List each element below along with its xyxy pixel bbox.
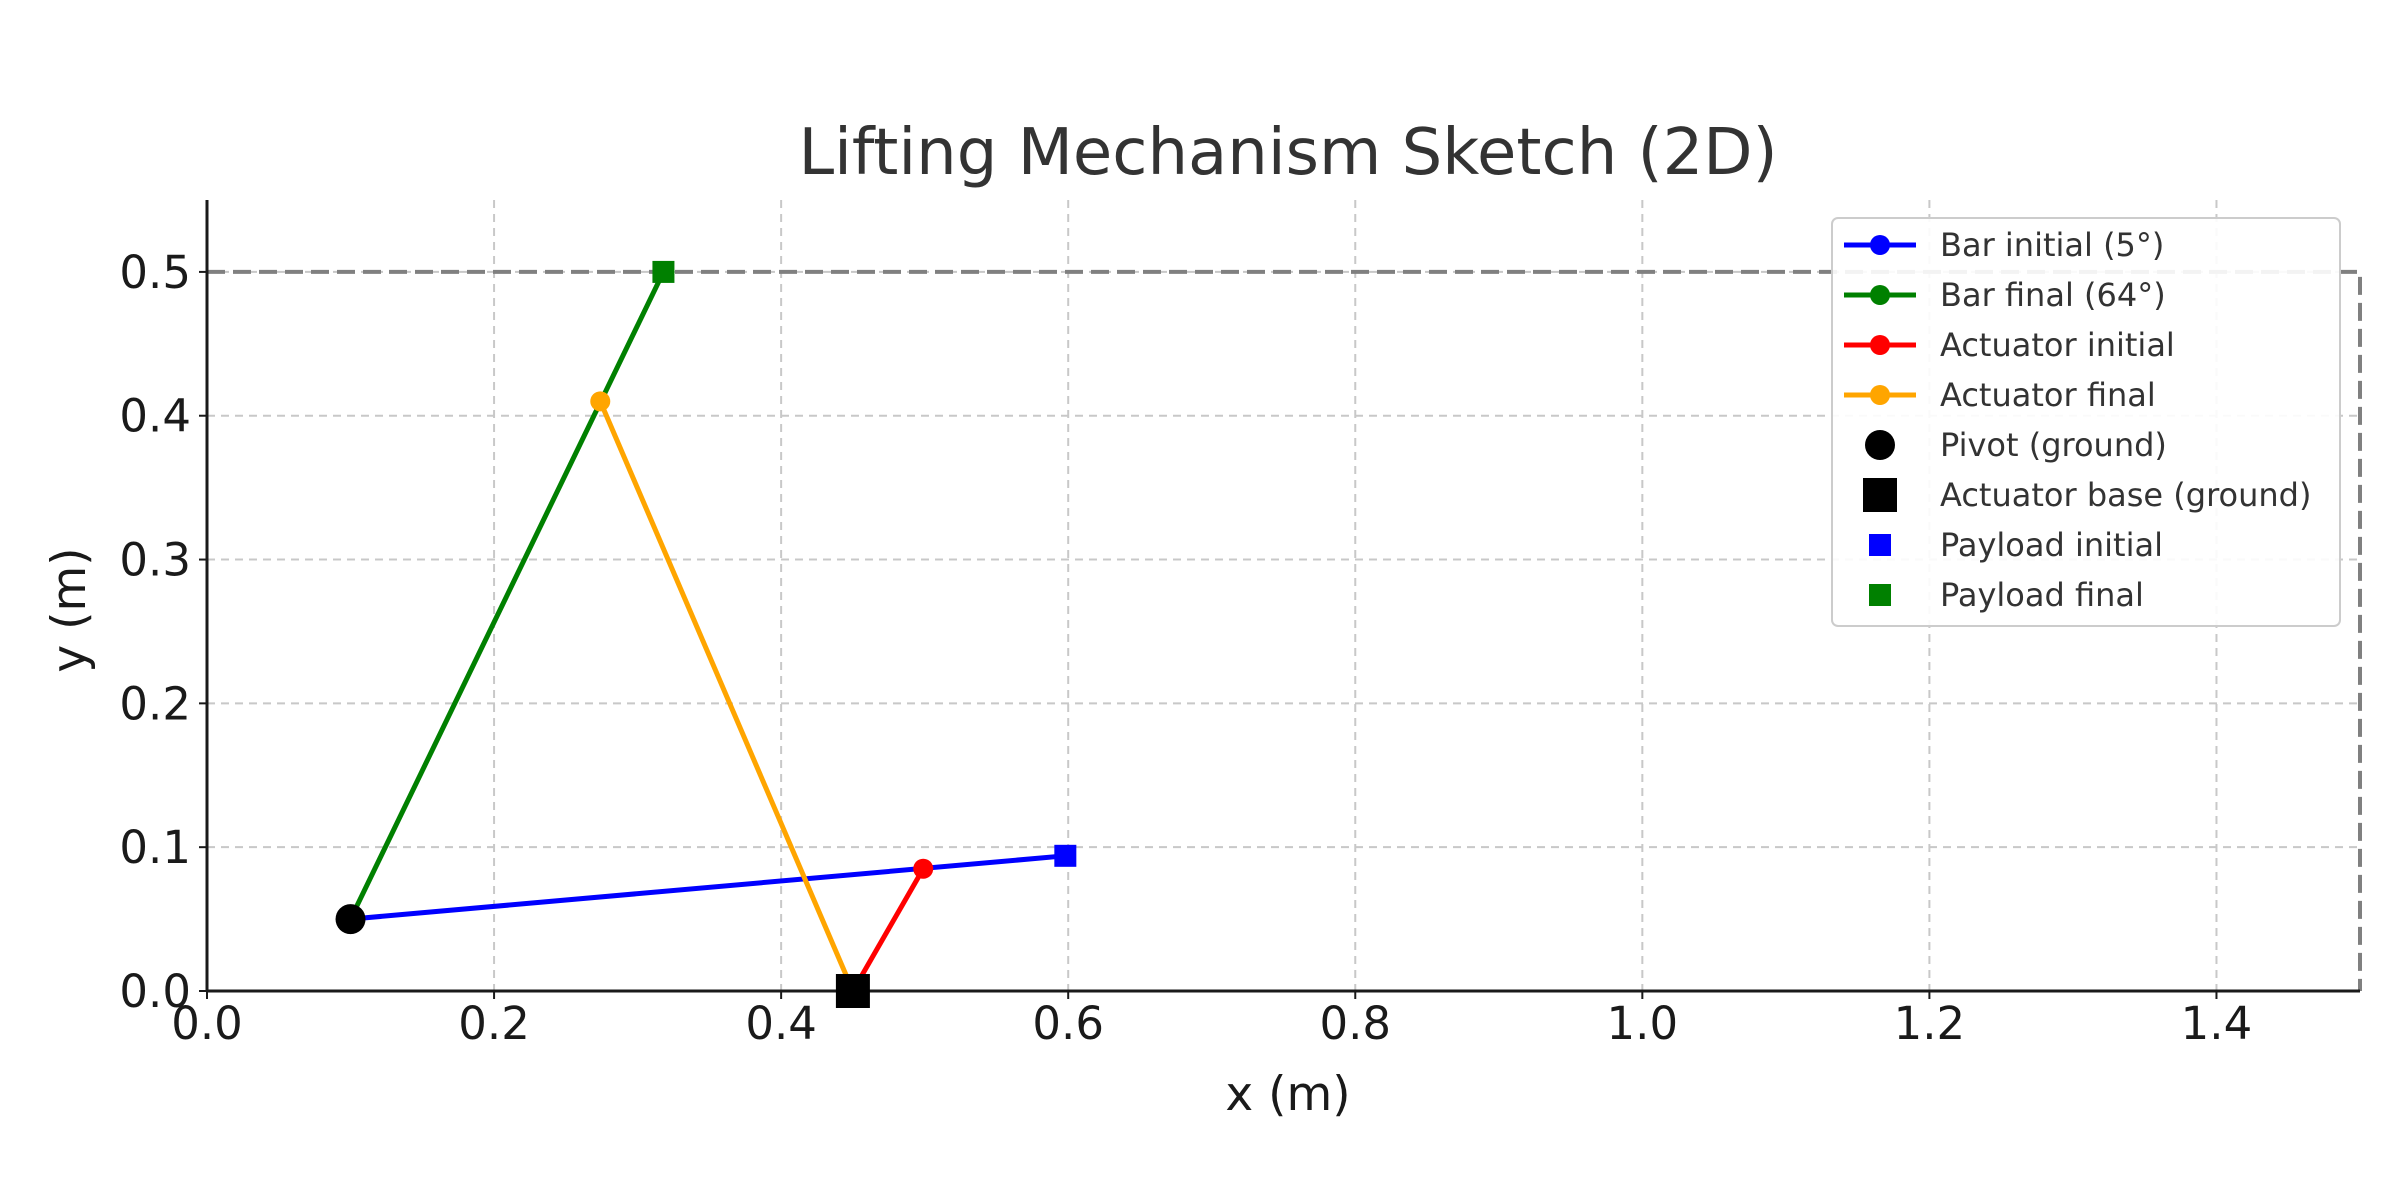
y-tick-label: 0.1	[119, 821, 191, 874]
x-tick-label: 1.4	[2181, 997, 2253, 1050]
legend-label: Bar initial (5°)	[1940, 226, 2164, 264]
x-tick-label: 0.0	[171, 997, 243, 1050]
legend-swatch-marker	[1865, 430, 1895, 460]
legend-frame	[1831, 217, 2341, 627]
series-payload-final	[652, 260, 675, 283]
legend-item: Bar initial (5°)	[1844, 226, 2164, 264]
series-line	[850, 867, 926, 993]
legend-swatch-marker	[1863, 478, 1897, 512]
x-tick-label: 0.6	[1032, 997, 1104, 1050]
legend: Bar initial (5°) Bar final (64°) Actuator …	[1831, 217, 2341, 627]
legend-item: Actuator initial	[1844, 326, 2175, 364]
x-ticks: 0.0 0.2 0.4 0.6 0.8 1.0 1.2 1.4	[171, 991, 2252, 1050]
x-tick-label: 1.0	[1607, 997, 1679, 1050]
x-axis-label: x (m)	[1225, 1067, 1350, 1122]
series-actuator-final	[590, 391, 863, 1001]
series-line	[597, 400, 856, 992]
legend-swatch-marker	[1869, 584, 1891, 606]
y-tick-label: 0.0	[119, 965, 191, 1018]
reference-box	[207, 269, 2362, 991]
legend-label: Bar final (64°)	[1940, 276, 2166, 314]
legend-item: Pivot (ground)	[1865, 426, 2167, 464]
y-tick-label: 0.5	[119, 246, 191, 299]
series-bar-initial-5	[340, 845, 1076, 930]
axes	[205, 200, 2360, 993]
series-pivot-ground	[335, 904, 366, 935]
legend-swatch-marker	[1870, 285, 1890, 305]
legend-swatch-marker	[1870, 235, 1890, 255]
y-tick-label: 0.2	[119, 677, 191, 730]
legend-swatch-marker	[1869, 534, 1891, 556]
x-tick-label: 1.2	[1894, 997, 1966, 1050]
legend-label: Payload final	[1940, 576, 2144, 614]
legend-swatch-marker	[1870, 385, 1890, 405]
x-tick-label: 0.8	[1319, 997, 1391, 1050]
legend-label: Pivot (ground)	[1940, 426, 2167, 464]
series-point	[913, 858, 934, 879]
legend-item: Actuator base (ground)	[1863, 476, 2311, 514]
legend-label: Actuator final	[1940, 376, 2156, 414]
series-payload-initial	[1054, 844, 1077, 867]
legend-label: Payload initial	[1940, 526, 2163, 564]
series-line	[350, 853, 1066, 922]
chart-title: Lifting Mechanism Sketch (2D)	[798, 116, 1777, 190]
legend-label: Actuator initial	[1940, 326, 2175, 364]
marker-square	[1054, 844, 1077, 867]
legend-label: Actuator base (ground)	[1940, 476, 2311, 514]
legend-item: Payload initial	[1869, 526, 2163, 564]
marker-square	[652, 260, 675, 283]
reference-box-outline	[207, 269, 2362, 991]
y-axis-label: y (m)	[42, 547, 97, 672]
legend-swatch-marker	[1870, 335, 1890, 355]
series-bar-final-64	[340, 261, 674, 930]
legend-item: Bar final (64°)	[1844, 276, 2166, 314]
y-ticks: 0.0 0.1 0.2 0.3 0.4 0.5	[119, 246, 207, 1018]
series-point	[590, 391, 611, 412]
marker-circle	[335, 904, 366, 935]
marker-square	[835, 974, 870, 1008]
y-tick-label: 0.3	[119, 534, 191, 587]
series-line	[348, 270, 666, 921]
x-tick-label: 0.2	[458, 997, 530, 1050]
y-tick-label: 0.4	[119, 390, 191, 443]
x-tick-label: 0.4	[745, 997, 817, 1050]
series-layer	[335, 260, 1077, 1008]
series-actuator-base-ground	[835, 974, 870, 1008]
legend-item: Payload final	[1869, 576, 2144, 614]
legend-item: Actuator final	[1844, 376, 2156, 414]
